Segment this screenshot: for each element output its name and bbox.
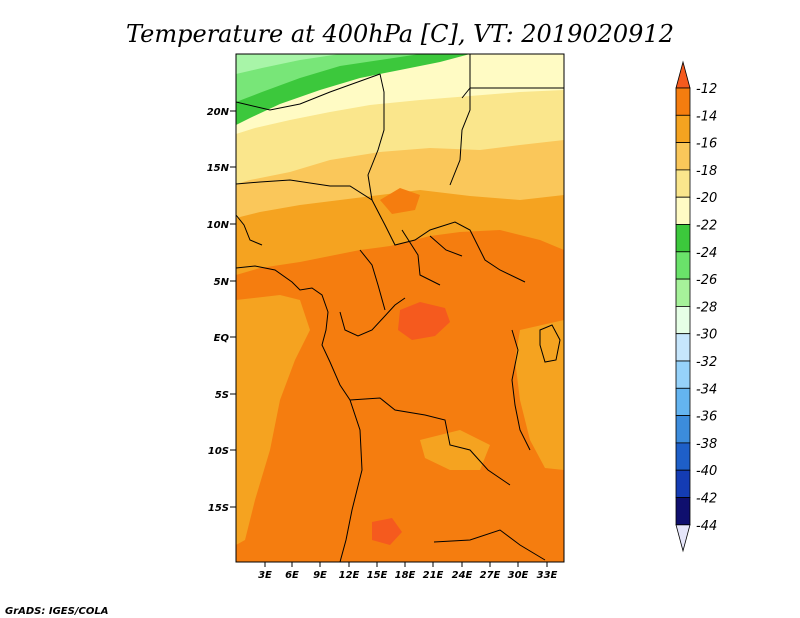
lon-tick-label: 27E bbox=[480, 570, 501, 581]
colorbar-label: -24 bbox=[696, 246, 717, 261]
colorbar-segment bbox=[675, 142, 691, 171]
colorbar-label: -30 bbox=[696, 328, 717, 343]
colorbar-top-arrow bbox=[675, 60, 691, 89]
field-band-cool-2 bbox=[236, 54, 420, 102]
map-title: Temperature at 400hPa [C], VT: 201902091… bbox=[126, 20, 674, 48]
colorbar-label: -34 bbox=[696, 382, 717, 397]
colorbar-segment bbox=[675, 387, 691, 416]
colorbar-segment bbox=[675, 251, 691, 280]
colorbar-segment bbox=[675, 278, 691, 307]
field-band-cool-1 bbox=[236, 54, 340, 74]
lon-tick-label: 24E bbox=[452, 570, 473, 581]
colorbar-segment bbox=[675, 442, 691, 471]
colorbar-segment bbox=[675, 360, 691, 389]
temperature-field bbox=[236, 54, 564, 562]
colorbar-label: -32 bbox=[696, 355, 717, 370]
colorbar-label: -18 bbox=[696, 164, 717, 179]
lon-tick-label: 15E bbox=[367, 570, 388, 581]
colorbar-segment bbox=[675, 196, 691, 225]
colorbar-label: -42 bbox=[696, 492, 717, 507]
lat-tick-label: 5S bbox=[215, 390, 229, 401]
coastlines-borders bbox=[236, 54, 564, 562]
field-cell-warm-2 bbox=[372, 518, 402, 545]
lon-tick-label: 30E bbox=[508, 570, 529, 581]
colorbar-label: -12 bbox=[696, 82, 717, 97]
field-cell-warm-1 bbox=[398, 302, 450, 340]
lat-tick-label: 20N bbox=[207, 107, 230, 118]
colorbar-segment bbox=[675, 415, 691, 444]
colorbar-segment bbox=[675, 305, 691, 335]
lat-tick-label: EQ bbox=[214, 333, 230, 344]
colorbar-label: -20 bbox=[696, 191, 717, 206]
colorbar-segment bbox=[675, 114, 691, 144]
lat-tick-label: 10S bbox=[208, 446, 229, 457]
colorbar-label: -40 bbox=[696, 464, 717, 479]
field-cell-warm-3 bbox=[380, 188, 420, 214]
colorbar-label: -26 bbox=[696, 273, 717, 288]
colorbar-segment bbox=[675, 497, 691, 526]
lon-tick-label: 3E bbox=[258, 570, 272, 581]
colorbar-label: -16 bbox=[696, 137, 717, 152]
lon-tick-label: 21E bbox=[423, 570, 444, 581]
field-patch-east-orange bbox=[515, 320, 564, 470]
lon-tick-label: 9E bbox=[313, 570, 327, 581]
lat-tick-label: 5N bbox=[214, 277, 230, 288]
longitude-axis: 3E 6E 9E 12E 15E 18E 21E 24E 27E 30E 33E bbox=[258, 562, 558, 581]
colorbar-segment bbox=[675, 333, 691, 362]
lon-tick-label: 18E bbox=[395, 570, 416, 581]
colorbar-label: -36 bbox=[696, 410, 717, 425]
colorbar: -12 -14 -16 -18 -20 -22 -24 -26 -28 -30 -32 -34 -36 -… bbox=[675, 60, 717, 553]
field-patch-west-orange bbox=[236, 295, 310, 545]
colorbar-label: -44 bbox=[696, 519, 717, 534]
colorbar-bottom-arrow bbox=[675, 524, 691, 553]
lon-tick-label: 6E bbox=[285, 570, 299, 581]
grads-credit: GrADS: IGES/COLA bbox=[5, 606, 108, 617]
lat-tick-label: 15S bbox=[208, 503, 229, 514]
colorbar-label: -38 bbox=[696, 437, 717, 452]
colorbar-segment bbox=[675, 224, 691, 253]
latitude-axis: 20N 15N 10N 5N EQ 5S 10S 15S bbox=[207, 107, 236, 514]
colorbar-label: -22 bbox=[696, 219, 717, 234]
colorbar-segment bbox=[675, 87, 691, 116]
lon-tick-label: 33E bbox=[537, 570, 558, 581]
colorbar-label: -14 bbox=[696, 109, 717, 124]
lon-tick-label: 12E bbox=[339, 570, 360, 581]
colorbar-segment bbox=[675, 469, 691, 498]
field-patch-south-orange bbox=[420, 430, 490, 470]
colorbar-segment bbox=[675, 169, 691, 198]
map-frame bbox=[235, 53, 565, 563]
lat-tick-label: 15N bbox=[207, 163, 230, 174]
colorbar-label: -28 bbox=[696, 300, 717, 315]
lat-tick-label: 10N bbox=[207, 220, 230, 231]
